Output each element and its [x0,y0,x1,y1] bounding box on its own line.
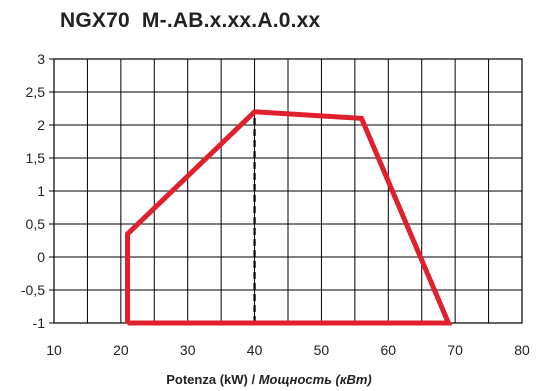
x-tick-label: 80 [514,342,530,358]
x-tick-label: 70 [447,342,463,358]
y-axis-tick-labels: 3 2,5 2 1,5 1 0,5 0 -0,5 -1 [21,51,54,331]
x-tick-label: 30 [180,342,196,358]
x-tick-label: 50 [314,342,330,358]
y-tick-label: 3 [37,51,45,67]
y-tick-label: 2,5 [26,84,46,100]
series-layer [125,109,453,326]
x-axis-label: Potenza (kW) / Мощность (кВт) [0,372,538,387]
x-axis-tick-labels: 10 20 30 40 50 60 70 80 [46,342,530,358]
chart-title: NGX70 M-.AB.x.xx.A.0.xx [60,9,321,32]
x-tick-label: 10 [46,342,62,358]
y-tick-label: 1,5 [26,150,46,166]
y-tick-label: 0 [37,249,45,265]
chart-grid [53,58,523,324]
x-tick-label: 40 [247,342,263,358]
x-axis-label-russian: Мощность (кВт) [258,372,372,387]
y-tick-label: 2 [37,117,45,133]
y-tick-label: 1 [37,183,45,199]
x-axis-label-separator: / [247,372,259,387]
working-field-outline [125,109,453,326]
y-tick-label: -0,5 [21,282,45,298]
y-tick-label: -1 [33,315,46,331]
y-tick-label: 0,5 [26,216,46,232]
x-tick-label: 20 [113,342,129,358]
x-tick-label: 60 [380,342,396,358]
x-axis-label-italian: Potenza (kW) [166,372,248,387]
